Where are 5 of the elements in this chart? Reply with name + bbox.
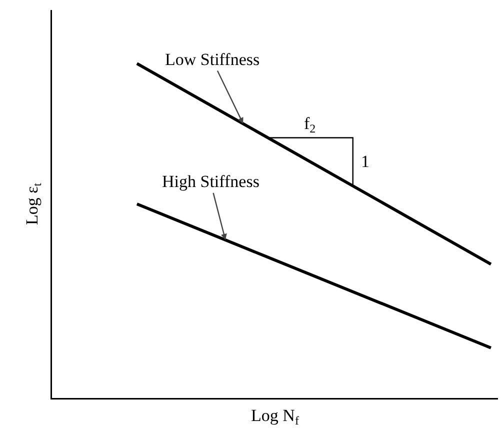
annotation: f$_{2}$ bbox=[304, 114, 316, 136]
series-label: High Stiffness bbox=[162, 172, 260, 191]
x-axis-title: Log N$_{f}$ bbox=[251, 406, 299, 428]
series-label: Low Stiffness bbox=[165, 50, 260, 69]
annotation: 1 bbox=[361, 152, 370, 171]
